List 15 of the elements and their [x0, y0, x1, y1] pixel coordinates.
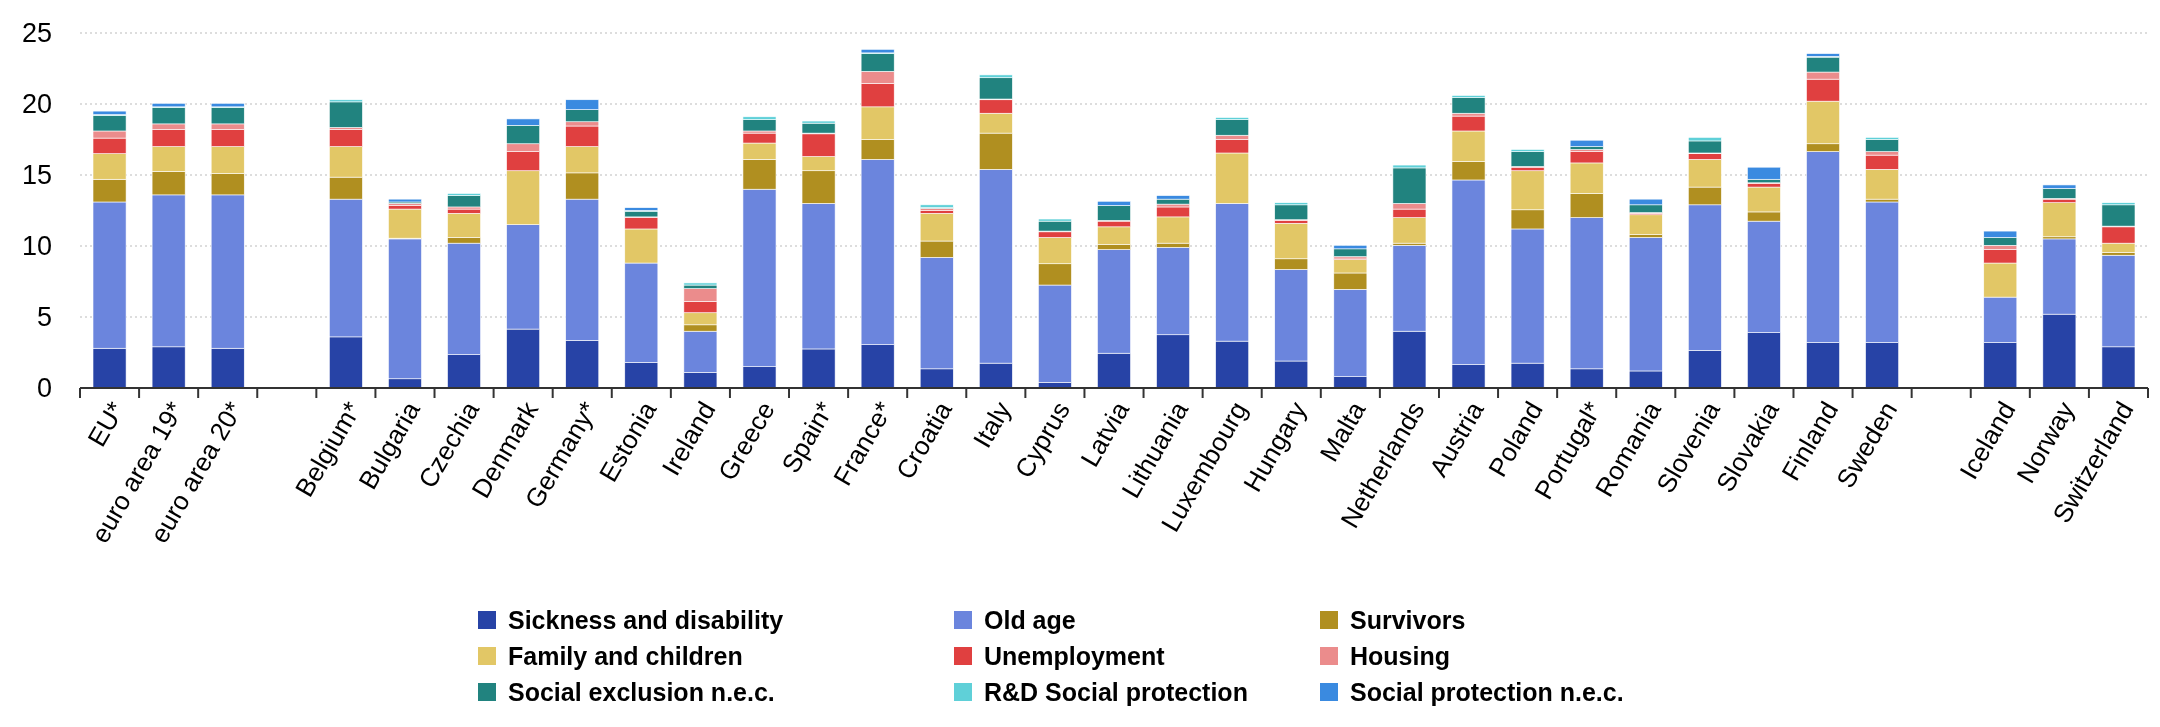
- legend-label: R&D Social protection: [984, 677, 1248, 706]
- y-tick-label: 20: [21, 89, 52, 120]
- legend-label: Unemployment: [984, 641, 1166, 670]
- y-tick-label: 0: [36, 373, 52, 404]
- legend-label: Social exclusion n.e.c.: [508, 677, 775, 706]
- y-tick-label: 10: [21, 231, 52, 262]
- legend-label: Housing: [1350, 641, 1450, 670]
- legend-label: Family and children: [508, 641, 743, 670]
- y-tick-label: 15: [21, 160, 52, 191]
- legend-label: Social protection n.e.c.: [1350, 677, 1624, 706]
- legend-label: Survivors: [1350, 605, 1466, 634]
- legend-label: Sickness and disability: [508, 605, 784, 634]
- y-tick-label: 25: [21, 18, 52, 49]
- legend-label: Old age: [984, 605, 1076, 634]
- y-tick-label: 5: [36, 302, 52, 333]
